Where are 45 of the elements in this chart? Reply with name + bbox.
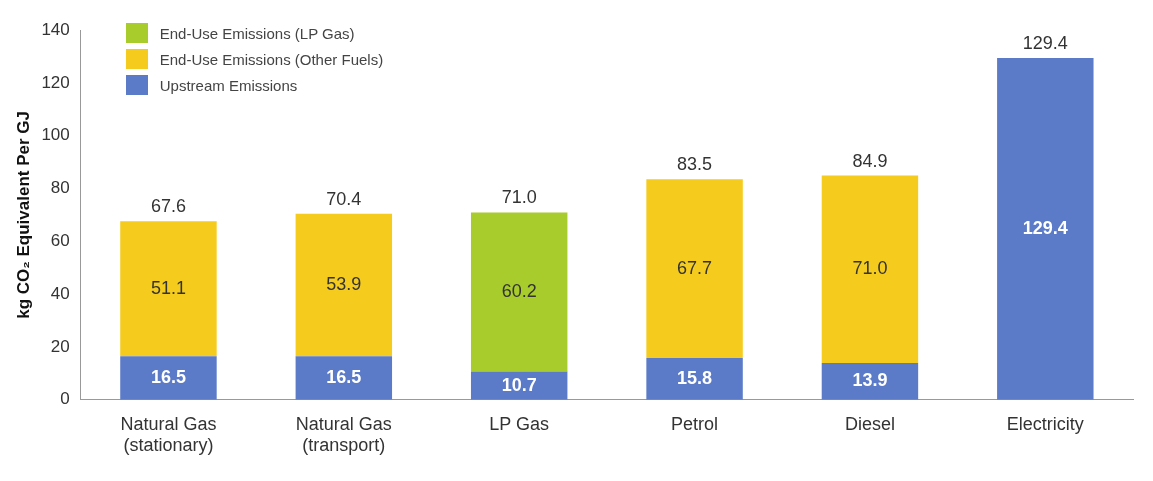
data-label: 16.5 [326,366,362,387]
y-tick-label: 0 [60,389,70,409]
bar [646,179,743,359]
bar [997,58,1094,400]
data-label: 16.5 [150,366,186,387]
y-tick-label: 120 [41,72,70,92]
total-label: 83.5 [677,154,713,175]
legend-label: End-Use Emissions (Other Fuels) [159,50,384,68]
x-tick-label: Natural Gas (stationary) [120,413,217,456]
total-label: 129.4 [1022,32,1068,53]
x-tick-label: Electricity [1006,413,1084,434]
total-label: 67.6 [150,196,186,217]
y-tick-label: 60 [50,231,70,250]
bar [470,212,568,372]
data-label: 13.9 [852,370,888,391]
legend-label: Upstream Emissions [159,76,298,94]
x-tick-label: LP Gas [489,413,550,434]
data-label: 10.7 [501,374,537,395]
bar [295,213,393,357]
total-label: 84.9 [852,150,888,171]
data-label: 129.4 [1022,217,1068,238]
y-tick-label: 40 [50,283,70,303]
bar [821,363,919,400]
y-axis-title: kg CO₂ Equivalent Per GJ [13,110,33,319]
bar [646,358,743,400]
y-tick-label: 80 [50,178,70,198]
bar [295,356,393,400]
data-label: 71.0 [852,258,888,279]
y-tick-label: 100 [41,125,70,145]
total-label: 71.0 [501,187,537,208]
x-tick-label: Diesel [844,413,895,434]
bar [120,221,217,357]
data-label: 60.2 [501,281,537,301]
data-label: 67.7 [677,257,713,278]
bar [821,175,919,364]
y-tick-label: 140 [41,19,70,39]
data-label: 53.9 [326,274,362,294]
bar [120,356,217,400]
legend-label: End-Use Emissions (LP Gas) [159,24,355,42]
x-tick-label: Petrol [671,413,719,434]
data-label: 51.1 [150,277,186,298]
data-label: 15.8 [677,367,713,388]
total-label: 70.4 [326,188,362,209]
x-tick-label: Natural Gas (transport) [295,413,392,456]
y-tick-label: 20 [50,336,70,356]
